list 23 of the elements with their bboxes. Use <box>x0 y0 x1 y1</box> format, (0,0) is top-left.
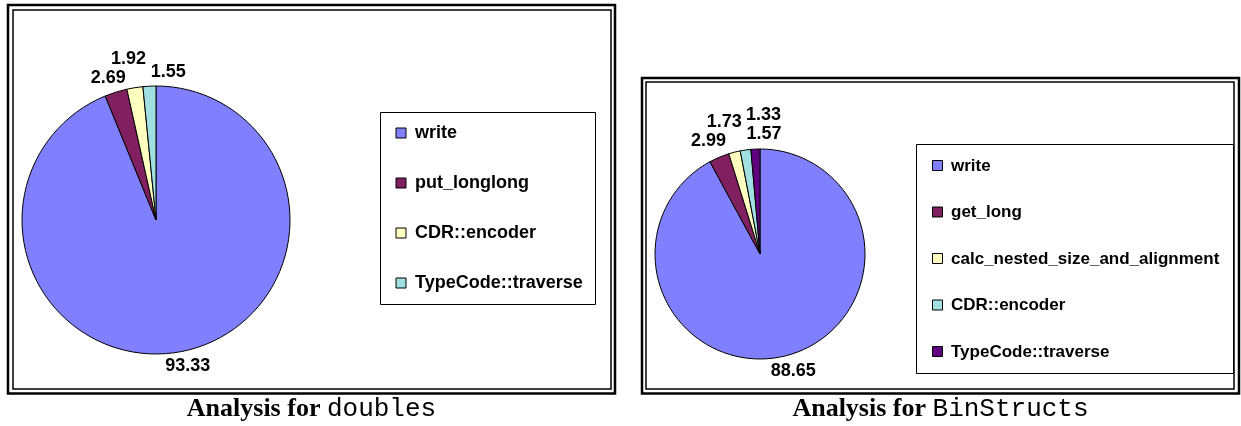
legend-label: calc_nested_size_and_alignment <box>951 248 1220 268</box>
data-label: 1.73 <box>706 110 742 131</box>
data-label: 2.99 <box>690 130 726 151</box>
legend-label: write <box>950 155 991 175</box>
legend-label: TypeCode::traverse <box>415 272 583 292</box>
data-label: 88.65 <box>770 359 816 380</box>
data-label: 2.69 <box>90 66 126 87</box>
legend-label: get_long <box>951 202 1022 221</box>
data-label: 1.92 <box>111 47 147 68</box>
text: Analysis for doubles <box>186 393 437 424</box>
legend-label: put_longlong <box>415 172 529 192</box>
legend-label: CDR::encoder <box>415 222 537 242</box>
data-label: 1.55 <box>150 61 186 81</box>
pie-slice <box>104 88 157 221</box>
data-label: 93.33 <box>165 355 211 376</box>
legend-label: write <box>414 122 458 142</box>
legend-label: CDR::encoder <box>951 295 1066 314</box>
data-label: 1.33 <box>746 104 782 125</box>
legend-label: TypeCode::traverse <box>951 341 1110 361</box>
pie-slice <box>654 148 866 360</box>
text: Analysis for BinStructs <box>792 393 1089 424</box>
data-label: 1.57 <box>746 122 782 143</box>
pie-slice <box>21 85 291 355</box>
